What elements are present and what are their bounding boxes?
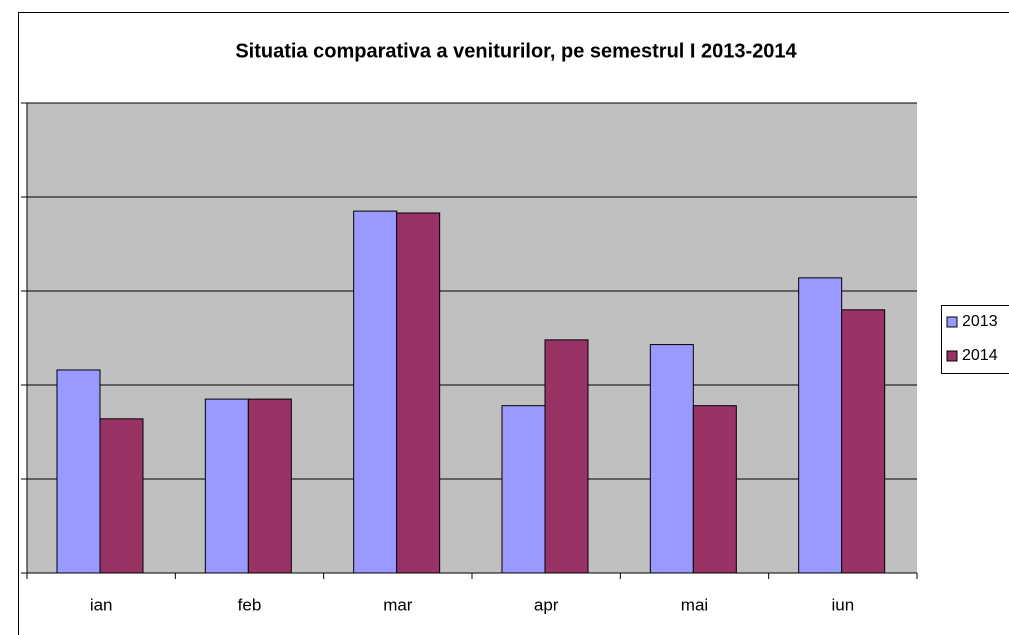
bar bbox=[247, 398, 292, 574]
bar bbox=[692, 405, 737, 574]
bar bbox=[841, 309, 886, 574]
legend-label: 2014 bbox=[962, 347, 998, 364]
legend-swatch bbox=[946, 316, 958, 328]
bar bbox=[501, 405, 546, 574]
x-tick-label: feb bbox=[238, 595, 262, 614]
chart-title: Situatia comparativa a veniturilor, pe s… bbox=[235, 40, 797, 62]
legend-swatch bbox=[946, 350, 958, 362]
bar bbox=[798, 277, 843, 574]
plot-area bbox=[27, 103, 917, 573]
x-tick-label: mai bbox=[681, 595, 708, 614]
bar bbox=[396, 212, 441, 574]
bar bbox=[353, 210, 398, 574]
x-tick-label: ian bbox=[90, 595, 113, 614]
bar bbox=[544, 339, 589, 574]
x-tick-label: iun bbox=[831, 595, 854, 614]
bar bbox=[649, 344, 694, 574]
bar bbox=[204, 398, 249, 574]
bar bbox=[99, 418, 144, 574]
x-tick-label: apr bbox=[534, 595, 559, 614]
bar bbox=[56, 369, 101, 574]
x-tick-label: mar bbox=[383, 595, 413, 614]
legend-label: 2013 bbox=[962, 313, 998, 330]
